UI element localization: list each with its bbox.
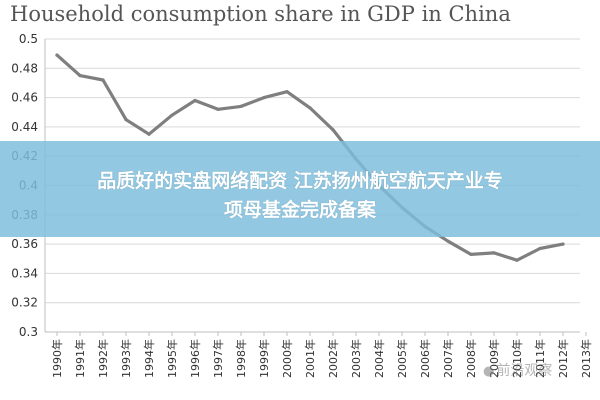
- data-point: [308, 106, 312, 110]
- y-tick-label: 0.34: [11, 266, 38, 280]
- overlay-banner: [0, 141, 600, 237]
- data-point: [538, 246, 542, 251]
- x-tick-label: 2013年: [579, 339, 593, 378]
- x-tick-label: 1991年: [73, 339, 87, 378]
- data-point: [285, 90, 289, 94]
- overlay-text-line-1: 品质好的实盘网络配资 江苏扬州航空航天产业专: [97, 170, 503, 192]
- data-point: [561, 242, 565, 246]
- x-tick-label: 2011年: [533, 339, 547, 378]
- data-point: [55, 53, 59, 57]
- y-tick-label: 0.46: [11, 91, 38, 105]
- y-tick-label: 0.5: [19, 32, 38, 46]
- y-tick-label: 0.48: [11, 61, 38, 75]
- x-tick-label: 1998年: [234, 339, 248, 378]
- data-point: [170, 113, 174, 117]
- x-tick-label: 2009年: [487, 339, 501, 378]
- x-tick-label: 2012年: [556, 339, 570, 378]
- overlay-text-line-2: 项母基金完成备案: [223, 199, 376, 221]
- x-tick-label: 1994年: [142, 339, 156, 378]
- x-tick-label: 2000年: [280, 339, 294, 378]
- data-point: [147, 132, 151, 136]
- y-tick-label: 0.44: [11, 120, 38, 134]
- data-point: [492, 251, 496, 255]
- data-point: [515, 258, 519, 262]
- y-tick-label: 0.32: [11, 296, 38, 310]
- x-tick-label: 1990年: [50, 339, 64, 378]
- x-tick-label: 2008年: [464, 339, 478, 378]
- x-tick-label: 2005年: [395, 339, 409, 378]
- data-point: [469, 252, 473, 256]
- data-point: [331, 128, 335, 132]
- x-tick-label: 1993年: [119, 339, 133, 378]
- data-point: [262, 96, 266, 100]
- x-tick-label: 1992年: [96, 339, 110, 378]
- y-tick-label: 0.36: [11, 237, 38, 251]
- x-tick-label: 2010年: [510, 339, 524, 378]
- watermark-text: 前沿观察: [496, 363, 553, 379]
- data-point: [124, 117, 128, 122]
- x-tick-label: 2007年: [441, 339, 455, 378]
- x-tick-label: 1997年: [211, 339, 225, 378]
- x-tick-label: 1995年: [165, 339, 179, 378]
- y-tick-label: 0.3: [19, 325, 38, 339]
- x-tick-label: 2004年: [372, 339, 386, 378]
- watermark: ● 前沿观察: [483, 360, 552, 380]
- x-tick-label: 1996年: [188, 339, 202, 378]
- overlay-text: 品质好的实盘网络配资 江苏扬州航空航天产业专 项母基金完成备案: [0, 167, 600, 225]
- data-point: [446, 239, 450, 243]
- x-tick-label: 2003年: [349, 339, 363, 378]
- data-point: [193, 98, 197, 103]
- data-point: [239, 104, 243, 108]
- data-point: [216, 107, 220, 111]
- wechat-icon: ●: [483, 364, 495, 379]
- x-tick-label: 2002年: [326, 339, 340, 378]
- data-point: [78, 74, 82, 78]
- data-point: [101, 78, 105, 82]
- x-tick-label: 1999年: [257, 339, 271, 378]
- x-tick-label: 2001年: [303, 339, 317, 378]
- x-tick-label: 2006年: [418, 339, 432, 378]
- chart-title: Household consumption share in GDP in Ch…: [10, 2, 511, 26]
